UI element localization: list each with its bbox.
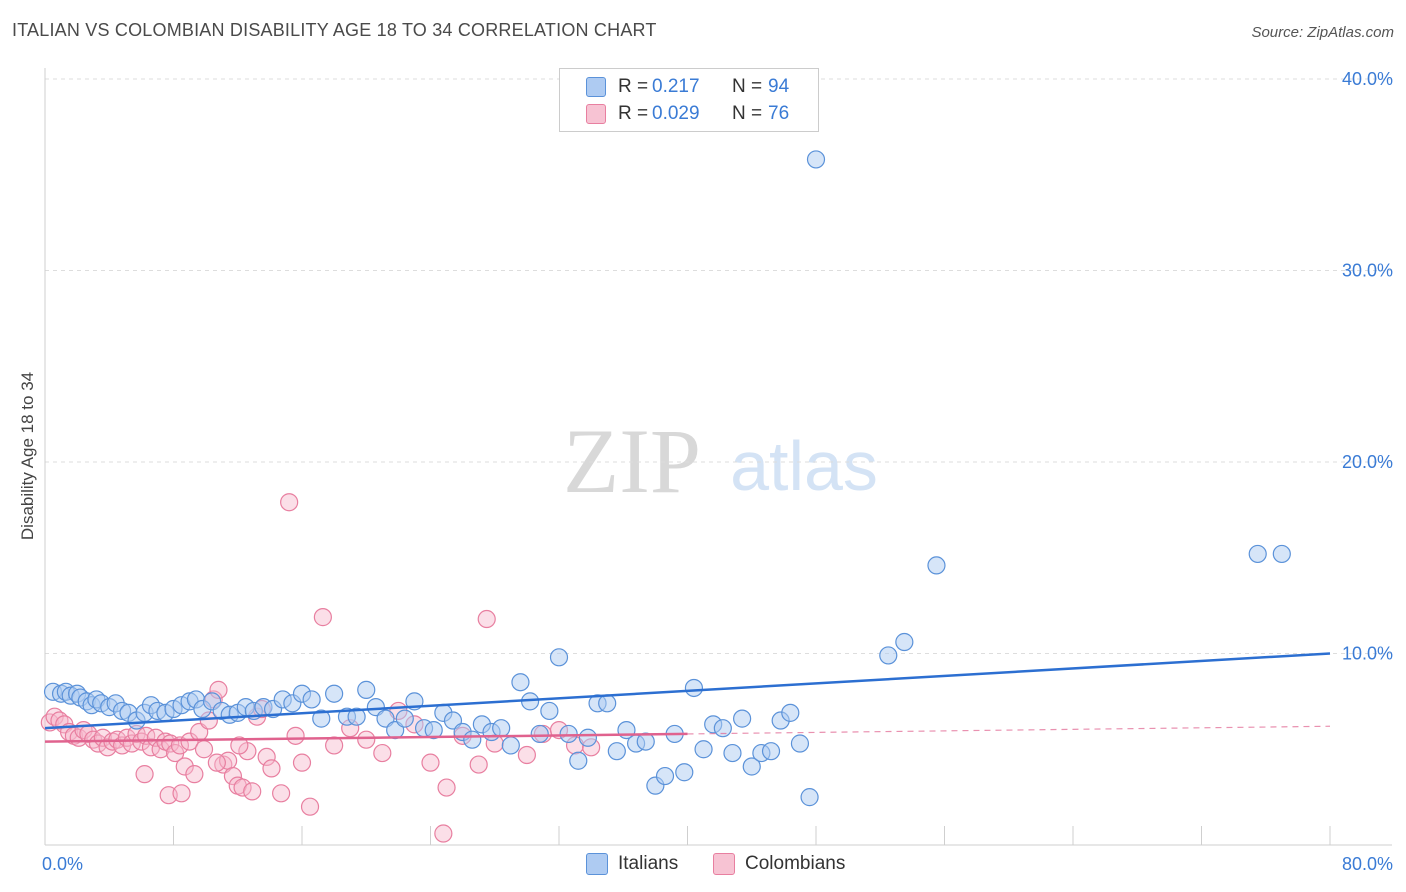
colombians-r-value: 0.029	[652, 103, 700, 124]
italian-point	[325, 684, 344, 703]
colombian-point	[272, 784, 291, 803]
watermark-atlas: atlas	[730, 427, 878, 505]
colombian-point	[175, 757, 194, 776]
colombian-point	[292, 753, 312, 772]
italian-point	[713, 719, 732, 738]
colombians-trend-extension	[687, 725, 1331, 735]
colombian-point	[262, 759, 281, 778]
watermark-zip: ZIP	[563, 410, 701, 512]
colombian-point	[517, 745, 536, 765]
italian-point	[636, 732, 655, 751]
italian-point	[655, 766, 675, 786]
colombian-point	[230, 736, 249, 755]
italian-point	[569, 751, 588, 770]
legend-italians-label: Italians	[618, 853, 679, 874]
colombian-point	[300, 797, 320, 816]
italians-r-label: R =	[618, 76, 649, 97]
legend-item-italians: Italians	[586, 852, 678, 876]
colombian-point	[117, 728, 137, 747]
colombians-r-label: R =	[618, 103, 649, 124]
italian-point	[790, 734, 810, 753]
colombian-point	[88, 734, 108, 753]
italian-point	[895, 632, 914, 652]
y-tick-label: 20.0%	[1342, 452, 1393, 472]
italian-point	[723, 743, 742, 763]
colombians-n-value: 76	[768, 103, 790, 124]
italian-point	[540, 701, 559, 721]
legend-item-colombians: Colombians	[713, 852, 845, 876]
colombian-point	[477, 609, 496, 629]
colombian-point	[98, 738, 117, 757]
italian-point	[312, 709, 331, 728]
colombian-point	[421, 753, 440, 772]
italian-point	[800, 788, 819, 807]
italian-point	[607, 742, 626, 761]
italian-point	[1272, 544, 1291, 564]
italian-point	[395, 709, 414, 728]
italians-n-value: 94	[768, 76, 790, 97]
italians-swatch	[586, 77, 606, 97]
colombian-point	[313, 608, 332, 627]
colombian-point	[257, 747, 276, 767]
colombian-point	[357, 730, 376, 749]
italian-point	[511, 673, 530, 692]
legend-italians-swatch	[586, 853, 608, 875]
colombians-swatch	[586, 104, 606, 124]
colombian-point	[243, 782, 262, 801]
italian-point	[806, 150, 826, 169]
italian-point	[463, 730, 482, 749]
colombian-point	[434, 824, 453, 843]
colombian-point	[207, 753, 226, 772]
italians-n-label: N =	[732, 76, 763, 97]
italian-point	[1248, 544, 1267, 564]
correlation-legend: R = 0.217 N = 94 R = 0.029 N = 76	[559, 68, 819, 132]
colombian-point	[135, 765, 154, 784]
colombian-point	[194, 740, 214, 759]
italian-point	[302, 690, 321, 709]
italian-point	[559, 724, 578, 744]
chart-title: ITALIAN VS COLOMBIAN DISABILITY AGE 18 T…	[12, 20, 657, 40]
colombian-point	[373, 743, 392, 763]
y-tick-label: 30.0%	[1342, 261, 1393, 281]
x-tick-label: 80.0%	[1342, 854, 1393, 874]
italian-point	[347, 707, 366, 726]
legend-colombians-label: Colombians	[745, 853, 846, 874]
italian-point	[424, 720, 443, 740]
source-label: Source: ZipAtlas.com	[1251, 24, 1394, 41]
colombian-point	[172, 784, 191, 803]
italian-point	[598, 694, 617, 713]
italian-point	[492, 719, 511, 738]
italian-point	[879, 646, 898, 665]
y-tick-label: 40.0%	[1342, 69, 1393, 89]
italian-point	[694, 740, 713, 759]
italian-point	[927, 556, 946, 575]
italian-point	[781, 703, 800, 722]
italians-r-value: 0.217	[652, 76, 700, 97]
italian-point	[761, 742, 781, 761]
italian-point	[733, 709, 752, 728]
colombian-point	[325, 736, 344, 755]
italian-point	[501, 736, 520, 755]
legend-colombians-swatch	[713, 853, 735, 875]
italian-point	[684, 678, 704, 698]
italian-point	[578, 728, 598, 747]
colombian-point	[286, 726, 305, 745]
italian-point	[549, 648, 569, 667]
colombians-n-label: N =	[732, 103, 763, 124]
italians-trend-line	[44, 652, 1331, 730]
colombian-point	[233, 778, 252, 797]
italian-point	[742, 757, 761, 776]
italian-point	[357, 680, 376, 699]
colombian-point	[437, 778, 456, 797]
colombian-point	[280, 493, 299, 512]
colombian-point	[469, 755, 488, 774]
colombian-point	[180, 732, 199, 751]
colombian-point	[185, 765, 204, 784]
italian-point	[530, 724, 549, 744]
colombians-trend-line	[44, 732, 688, 743]
italian-point	[675, 763, 694, 782]
y-tick-label: 10.0%	[1342, 644, 1393, 664]
x-tick-label: 0.0%	[42, 854, 83, 874]
